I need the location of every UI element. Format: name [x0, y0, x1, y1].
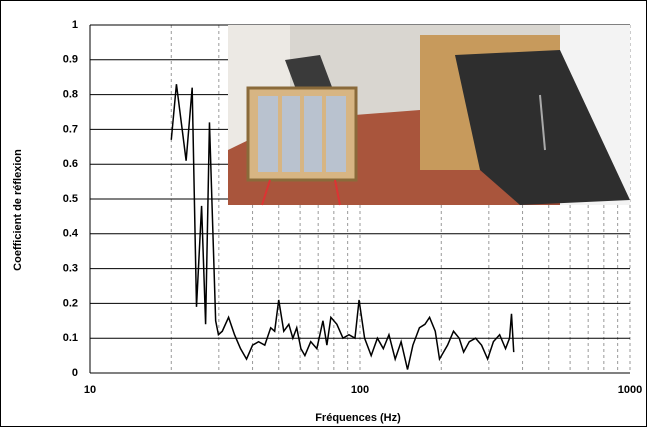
- x-axis-label: Fréquences (Hz): [315, 412, 401, 424]
- y-tick-label: 0.8: [63, 89, 78, 101]
- x-tick-label: 10: [84, 384, 96, 396]
- y-tick-label: 0.1: [63, 332, 78, 344]
- y-tick-label: 0.9: [63, 54, 78, 66]
- y-tick-label: 0.7: [63, 123, 78, 135]
- x-tick-label: 100: [351, 384, 369, 396]
- x-tick-label: 1000: [618, 384, 642, 396]
- y-tick-label: 0.6: [63, 158, 78, 170]
- plot: [170, 84, 515, 370]
- y-axis-label: Coefficient de réflexion: [12, 149, 24, 271]
- y-tick-label: 0.4: [63, 228, 79, 240]
- y-tick-label: 0: [72, 367, 78, 379]
- y-tick-label: 0.3: [63, 263, 78, 275]
- y-tick-label: 0.2: [63, 297, 78, 309]
- y-tick-label: 1: [72, 19, 78, 31]
- data-line: [170, 84, 515, 370]
- y-tick-label: 0.5: [63, 193, 78, 205]
- inset-photo: [228, 25, 630, 206]
